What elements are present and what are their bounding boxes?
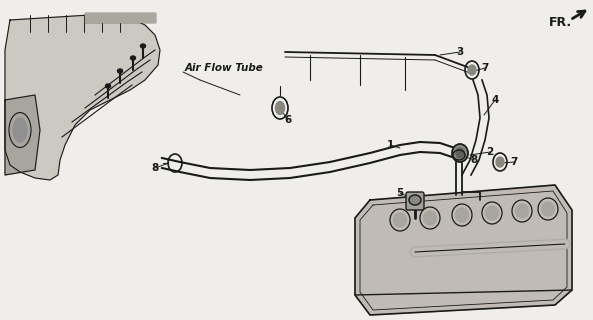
Ellipse shape — [394, 213, 406, 227]
Ellipse shape — [496, 157, 504, 167]
Ellipse shape — [455, 208, 468, 222]
Text: 6: 6 — [285, 115, 292, 125]
Text: FR.: FR. — [549, 15, 572, 28]
Ellipse shape — [452, 144, 468, 162]
Text: 4: 4 — [492, 95, 499, 105]
Ellipse shape — [468, 65, 476, 75]
Ellipse shape — [117, 69, 123, 73]
Ellipse shape — [486, 206, 499, 220]
Polygon shape — [5, 15, 160, 180]
Polygon shape — [5, 95, 40, 175]
Ellipse shape — [541, 202, 554, 216]
Ellipse shape — [453, 150, 465, 160]
Ellipse shape — [106, 84, 110, 88]
Text: 2: 2 — [486, 147, 493, 157]
Ellipse shape — [141, 44, 145, 48]
Text: 7: 7 — [482, 63, 489, 73]
Ellipse shape — [423, 211, 436, 225]
Ellipse shape — [276, 101, 285, 115]
Ellipse shape — [13, 118, 27, 142]
Text: 1: 1 — [387, 140, 394, 150]
Text: 8: 8 — [151, 163, 158, 173]
Text: 5: 5 — [396, 188, 404, 198]
Ellipse shape — [409, 195, 421, 205]
Text: 7: 7 — [511, 157, 518, 167]
Polygon shape — [355, 185, 572, 315]
Text: 3: 3 — [457, 47, 464, 57]
Text: Air Flow Tube: Air Flow Tube — [185, 63, 264, 73]
FancyBboxPatch shape — [406, 192, 424, 210]
Ellipse shape — [456, 148, 464, 158]
Ellipse shape — [515, 204, 528, 218]
Ellipse shape — [130, 56, 135, 60]
Text: 8: 8 — [470, 155, 477, 165]
